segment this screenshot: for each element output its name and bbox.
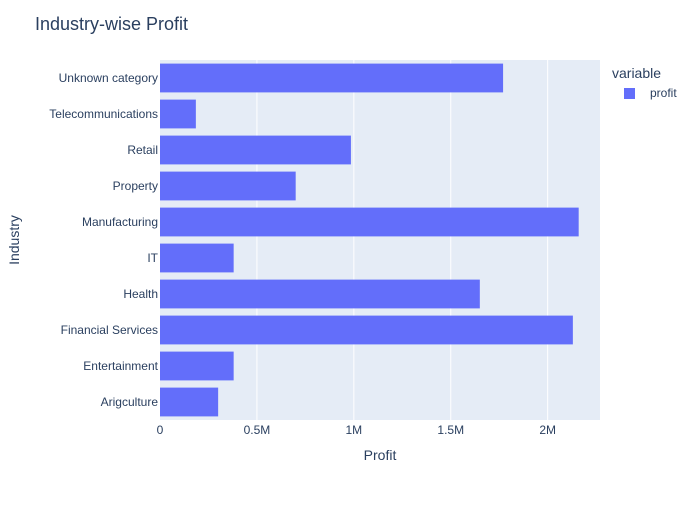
y-tick-label: Unknown category [59, 71, 158, 85]
bar [160, 315, 573, 345]
x-tick-label: 0 [157, 423, 164, 437]
y-axis-title: Industry [6, 215, 22, 265]
y-tick-label: IT [147, 251, 158, 265]
bar [160, 279, 480, 309]
bar [160, 171, 296, 201]
y-tick-label: Health [123, 287, 158, 301]
y-tick-label: Telecommunications [49, 107, 158, 121]
y-tick-label: Property [113, 179, 158, 193]
legend-label: profit [650, 86, 677, 100]
legend-entries: profit [624, 86, 677, 100]
x-tick-label: 1.5M [437, 423, 464, 437]
gridlines [256, 60, 549, 420]
legend-title: variable [612, 65, 661, 81]
legend-swatch [624, 88, 635, 99]
bar [160, 99, 196, 129]
y-tick-label: Manufacturing [82, 215, 158, 229]
bar [160, 135, 351, 165]
legend: variable profit [612, 65, 677, 100]
x-tick-label: 0.5M [244, 423, 271, 437]
y-tick-label: Financial Services [61, 323, 158, 337]
y-tick-label: Retail [127, 143, 158, 157]
y-tick-label: Arigculture [101, 395, 159, 409]
y-tick-label: Entertainment [83, 359, 158, 373]
bar [160, 63, 504, 93]
y-tick-labels: Arigculture Entertainment Financial Servic… [49, 71, 158, 409]
chart-title: Industry-wise Profit [35, 14, 188, 34]
bar [160, 351, 234, 381]
bar [160, 243, 234, 273]
bar [160, 387, 219, 417]
x-tick-label: 1M [345, 423, 362, 437]
x-tick-labels: 0 0.5M 1M 1.5M 2M [157, 423, 556, 437]
x-tick-label: 2M [539, 423, 556, 437]
bar [160, 207, 579, 237]
bars [160, 63, 579, 417]
x-axis-title: Profit [364, 447, 397, 463]
